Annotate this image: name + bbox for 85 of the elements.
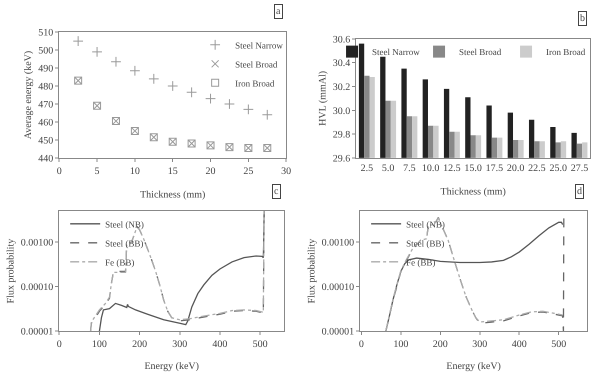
- y-tick-label: 470: [38, 99, 54, 110]
- x-tick-label: 200: [132, 339, 148, 350]
- x-tick-label: 20: [206, 166, 216, 177]
- legend-label: Steel Narrow: [235, 40, 284, 50]
- x-tick-label: 5.0: [382, 162, 394, 174]
- x-tick-label: 7.5: [403, 162, 416, 174]
- x-tick-label: 300: [172, 339, 188, 350]
- x-tick-label: 400: [212, 339, 228, 350]
- y-tick-label: 480: [38, 82, 54, 93]
- legend-label: Steel (NB): [406, 219, 445, 230]
- x-tick-label: 0: [56, 166, 62, 177]
- text: d: [577, 186, 582, 197]
- x-tick-label: 500: [551, 339, 566, 350]
- text: a: [276, 6, 281, 17]
- y-tick-label: 30.6: [332, 34, 350, 46]
- x-tick-label: 15: [168, 166, 178, 177]
- x-tick-label: 10: [130, 166, 140, 177]
- y-tick-label: 29.8: [332, 130, 350, 141]
- legend-label: Steel (BB): [406, 238, 444, 248]
- y-tick-label: 490: [38, 64, 54, 75]
- x-tick-label: 10.0: [422, 162, 440, 174]
- x-tick-label: 22.5: [528, 162, 546, 174]
- x-axis-title: Thickness (mm): [140, 189, 206, 200]
- y-tick-label: 500: [38, 46, 54, 57]
- point: [110, 56, 122, 68]
- point: [72, 36, 84, 46]
- x-tick-label: 500: [252, 339, 268, 350]
- point: [129, 65, 140, 76]
- y-tick-label: 30.0: [332, 106, 350, 117]
- x-tick-label: 30: [281, 166, 292, 177]
- y-tick-label: 0.00100: [20, 238, 54, 249]
- y-tick-label: 0.00010: [20, 282, 54, 294]
- x-tick-label: 400: [512, 339, 527, 350]
- y-axis-title: Flux probability: [306, 238, 318, 304]
- text: b: [580, 13, 585, 24]
- y-tick-label: 460: [38, 117, 54, 128]
- legend-label: Steel Broad: [459, 47, 502, 58]
- point: [92, 46, 102, 58]
- x-tick-label: 300: [472, 339, 488, 350]
- y-tick-label: 0.00010: [322, 282, 354, 294]
- y-tick-label: 0.00001: [20, 326, 54, 338]
- legend-label: Steel (NB): [105, 219, 144, 230]
- point: [242, 104, 254, 115]
- x-tick-label: 0: [358, 339, 364, 350]
- legend-label: Fe (BB): [406, 257, 436, 268]
- y-tick-label: 29.6: [332, 153, 350, 164]
- legend-label: Iron Broad: [546, 47, 586, 58]
- y-tick-label: 0.00001: [322, 326, 354, 338]
- y-tick-label: 30.4: [332, 58, 350, 70]
- legend-label: Steel (BB): [105, 238, 144, 248]
- x-axis-title: Energy (keV): [144, 361, 199, 372]
- point: [186, 86, 198, 98]
- x-tick-label: 20.0: [506, 162, 524, 174]
- x-tick-label: 5: [94, 166, 100, 177]
- y-tick-label: 440: [38, 153, 54, 164]
- point: [262, 109, 273, 120]
- legend-label: Steel Narrow: [372, 47, 420, 58]
- x-axis-title: Thickness (mm): [440, 186, 506, 198]
- y-axis-title: HVL (mmAl): [318, 70, 329, 126]
- point: [148, 73, 160, 84]
- x-tick-label: 100: [393, 339, 408, 350]
- x-tick-label: 17.5: [486, 162, 504, 174]
- x-tick-label: 100: [92, 339, 107, 350]
- legend-label: Iron Broad: [235, 78, 275, 88]
- x-tick-label: 0: [56, 339, 62, 350]
- y-tick-label: 0.00100: [322, 238, 354, 249]
- point: [167, 80, 178, 92]
- y-tick-label: 30.2: [332, 82, 350, 93]
- text: c: [274, 186, 279, 197]
- y-tick-label: 450: [38, 135, 54, 146]
- point: [224, 98, 235, 110]
- y-axis-title: Average energy (keV): [23, 50, 34, 140]
- x-axis-title: Energy (keV): [446, 361, 501, 372]
- x-tick-label: 200: [432, 339, 448, 350]
- y-tick-label: 510: [38, 28, 54, 39]
- legend-label: Fe (BB): [105, 257, 134, 268]
- x-tick-label: 2.5: [360, 162, 374, 174]
- legend-label: Steel Broad: [235, 59, 278, 70]
- x-tick-label: 15.0: [464, 162, 482, 174]
- y-axis-title: Flux probability: [6, 238, 17, 304]
- x-tick-label: 12.5: [443, 162, 461, 174]
- x-tick-label: 25.0: [549, 162, 567, 174]
- point: [205, 93, 216, 104]
- x-tick-label: 25: [243, 166, 254, 177]
- x-tick-label: 27.5: [570, 162, 588, 174]
